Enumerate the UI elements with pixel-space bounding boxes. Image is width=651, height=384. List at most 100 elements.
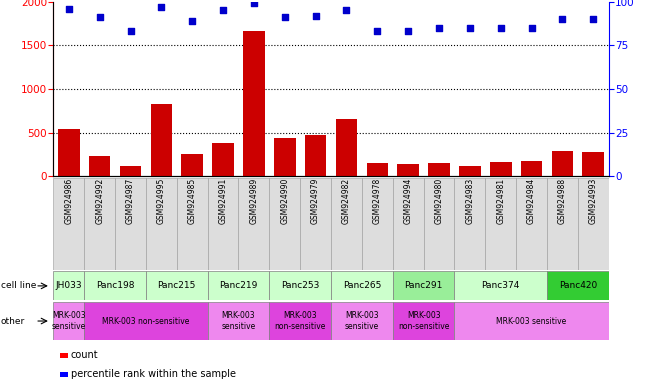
Point [249, 0, 259, 7]
Bar [367, 163, 388, 176]
Bar [53, 178, 84, 270]
Text: MRK-003
non-sensitive: MRK-003 non-sensitive [275, 311, 326, 331]
Bar [490, 162, 512, 176]
Text: MRK-003
non-sensitive: MRK-003 non-sensitive [398, 311, 449, 331]
Bar [84, 302, 208, 340]
Bar [270, 302, 331, 340]
Bar [146, 271, 208, 300]
Bar [485, 178, 516, 270]
Point [372, 28, 383, 34]
Bar [146, 178, 177, 270]
Bar [243, 31, 265, 176]
Bar [516, 178, 547, 270]
Text: GSM924985: GSM924985 [187, 178, 197, 224]
Bar [454, 302, 609, 340]
Bar [89, 156, 111, 176]
Bar [454, 178, 485, 270]
Bar [521, 161, 542, 176]
Text: MRK-003 sensitive: MRK-003 sensitive [497, 316, 566, 326]
Bar [212, 143, 234, 176]
Point [403, 28, 413, 34]
Text: other: other [1, 316, 25, 326]
Bar [397, 164, 419, 176]
Point [64, 5, 74, 12]
Text: Panc420: Panc420 [559, 281, 597, 290]
Text: GSM924983: GSM924983 [465, 178, 475, 224]
Text: Panc198: Panc198 [96, 281, 134, 290]
Bar [120, 166, 141, 176]
Text: GSM924980: GSM924980 [434, 178, 443, 224]
Bar [331, 271, 393, 300]
Point [341, 7, 352, 13]
Text: GSM924984: GSM924984 [527, 178, 536, 224]
Text: MRK-003
sensitive: MRK-003 sensitive [345, 311, 379, 331]
Bar [362, 178, 393, 270]
Text: Panc219: Panc219 [219, 281, 258, 290]
Bar [547, 178, 578, 270]
Text: Panc374: Panc374 [482, 281, 520, 290]
Text: Panc215: Panc215 [158, 281, 196, 290]
Bar [454, 271, 547, 300]
Bar [270, 178, 300, 270]
Bar [208, 271, 270, 300]
Point [311, 12, 321, 18]
Point [156, 4, 167, 10]
Text: GSM924981: GSM924981 [496, 178, 505, 224]
Text: GSM924992: GSM924992 [95, 178, 104, 224]
Point [434, 25, 444, 31]
Bar [583, 152, 604, 176]
Point [125, 28, 135, 34]
Text: GSM924995: GSM924995 [157, 177, 166, 224]
Text: cell line: cell line [1, 281, 36, 290]
Text: Panc291: Panc291 [404, 281, 443, 290]
Text: GSM924987: GSM924987 [126, 178, 135, 224]
Bar [150, 104, 172, 176]
Bar [208, 302, 270, 340]
Point [279, 14, 290, 20]
Bar [270, 271, 331, 300]
Bar [177, 178, 208, 270]
Text: MRK-003
sensitive: MRK-003 sensitive [51, 311, 86, 331]
Point [527, 25, 537, 31]
Text: JH033: JH033 [55, 281, 82, 290]
Point [94, 14, 105, 20]
Bar [208, 178, 238, 270]
Bar [551, 151, 574, 176]
Bar [331, 178, 362, 270]
Point [187, 18, 197, 24]
Point [557, 16, 568, 22]
Text: GSM924978: GSM924978 [373, 178, 381, 224]
Bar [578, 178, 609, 270]
Text: percentile rank within the sample: percentile rank within the sample [71, 369, 236, 379]
Text: GSM924979: GSM924979 [311, 177, 320, 224]
Point [465, 25, 475, 31]
Bar [300, 178, 331, 270]
Bar [305, 135, 326, 176]
Bar [84, 178, 115, 270]
Text: Panc253: Panc253 [281, 281, 320, 290]
Text: GSM924991: GSM924991 [219, 178, 228, 224]
Bar [428, 163, 450, 176]
Text: GSM924982: GSM924982 [342, 178, 351, 224]
Point [588, 16, 598, 22]
Text: MRK-003 non-sensitive: MRK-003 non-sensitive [102, 316, 189, 326]
Bar [393, 302, 454, 340]
Text: GSM924988: GSM924988 [558, 178, 567, 224]
Bar [182, 154, 203, 176]
Bar [53, 271, 84, 300]
Text: GSM924990: GSM924990 [281, 177, 289, 224]
Bar [115, 178, 146, 270]
Text: GSM924993: GSM924993 [589, 177, 598, 224]
Text: count: count [71, 350, 98, 360]
Bar [331, 302, 393, 340]
Text: GSM924994: GSM924994 [404, 177, 413, 224]
Text: Panc265: Panc265 [342, 281, 381, 290]
Text: MRK-003
sensitive: MRK-003 sensitive [221, 311, 256, 331]
Bar [84, 271, 146, 300]
Bar [547, 271, 609, 300]
Bar [459, 166, 480, 176]
Bar [393, 178, 424, 270]
Text: GSM924986: GSM924986 [64, 178, 74, 224]
Text: GSM924989: GSM924989 [249, 178, 258, 224]
Bar [274, 138, 296, 176]
